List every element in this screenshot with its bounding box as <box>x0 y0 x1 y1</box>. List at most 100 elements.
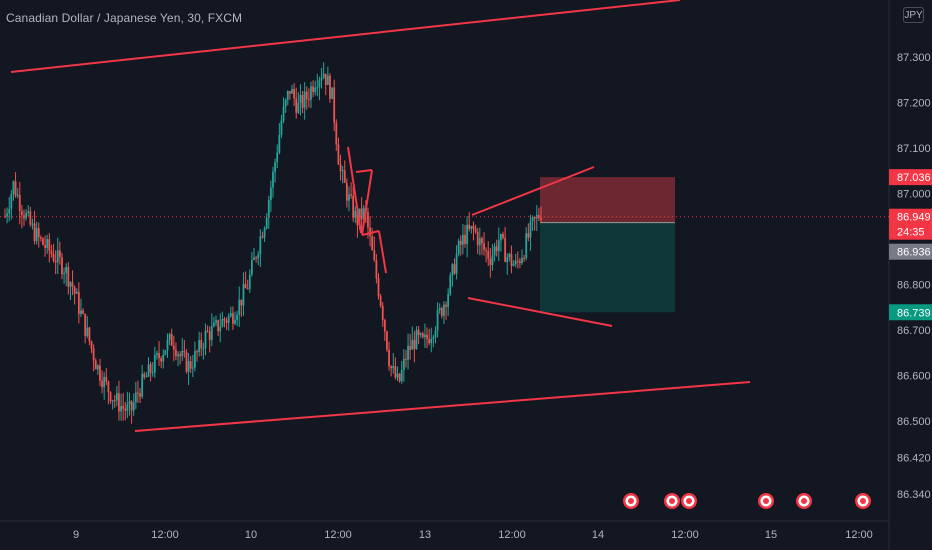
candle-body <box>478 238 481 246</box>
candle-body <box>339 164 342 172</box>
candle-body <box>132 402 135 411</box>
candle-body <box>527 233 530 238</box>
candle-body <box>139 393 141 397</box>
candle-body <box>377 278 380 297</box>
target-bottom-badge <box>889 304 932 321</box>
candle-body <box>14 181 17 196</box>
position-tool[interactable] <box>540 177 675 313</box>
candle-body <box>248 274 251 289</box>
candle-body <box>58 250 61 258</box>
candle-body <box>244 283 247 289</box>
target-bottom-label: 86.739 <box>897 307 931 319</box>
candle-body <box>320 77 323 80</box>
candle-body <box>314 87 317 92</box>
candle-body <box>326 75 329 85</box>
candle-body <box>280 120 283 135</box>
currency-badge[interactable]: JPY <box>903 7 924 23</box>
candle-body <box>160 358 163 362</box>
candle-body <box>236 314 239 321</box>
candle-body <box>299 95 302 103</box>
candle-body <box>485 249 488 251</box>
candle-body <box>518 261 521 263</box>
candle-body <box>31 223 34 225</box>
candle-body <box>166 339 169 351</box>
candle-body <box>111 400 114 402</box>
candle-body <box>449 275 452 294</box>
candle-body <box>493 246 496 256</box>
candle-body <box>318 79 321 88</box>
candle-body <box>86 327 89 337</box>
candle-body <box>84 313 87 337</box>
candle-body <box>432 337 435 339</box>
trendlines-layer[interactable] <box>10 0 751 432</box>
candle-body <box>151 372 154 374</box>
candle-body <box>451 264 454 276</box>
candle-body <box>483 243 485 250</box>
candle-body <box>101 380 103 388</box>
candle-body <box>77 291 80 314</box>
candle-body <box>73 287 76 294</box>
candle-body <box>274 162 277 172</box>
candle-body <box>362 207 365 220</box>
candle-body <box>42 238 44 245</box>
candle-body <box>419 333 422 336</box>
candle-body <box>489 258 492 265</box>
event-marker-dot <box>801 498 807 504</box>
countdown-label: 24:35 <box>897 227 925 239</box>
candle-body <box>113 400 116 402</box>
last-price-badge <box>889 208 932 225</box>
candle-body <box>105 376 108 382</box>
candle-body <box>407 345 409 360</box>
candle-body <box>99 365 101 381</box>
candle-body <box>143 373 146 377</box>
candle-body <box>141 373 144 397</box>
candle-body <box>232 313 234 324</box>
candle-body <box>335 122 338 145</box>
candle-body <box>523 257 526 259</box>
candle-body <box>90 341 93 349</box>
price-tick-label: 87.000 <box>897 189 931 201</box>
candle-body <box>69 282 72 287</box>
time-tick-label: 12:00 <box>498 529 526 541</box>
time-axis[interactable]: 9 12:00 10 12:00 13 12:00 14 12:00 15 12:00 <box>73 529 873 541</box>
candle-body <box>8 208 11 214</box>
time-tick-label: 12:00 <box>845 529 873 541</box>
candle-body <box>373 250 376 261</box>
candle-body <box>272 171 274 188</box>
price-axis[interactable]: 87.300 87.200 87.100 87.000 86.800 86.700 86.6… <box>897 52 931 501</box>
candle-body <box>381 305 384 321</box>
wave-line-e <box>378 230 387 274</box>
entry-label: 86.936 <box>897 247 931 259</box>
candle-body <box>455 253 458 274</box>
candle-body <box>88 327 91 342</box>
candle-body <box>227 316 230 323</box>
time-tick-label: 12:00 <box>671 529 699 541</box>
candle-body <box>172 345 175 350</box>
candle-body <box>46 239 49 248</box>
candle-body <box>206 330 209 332</box>
event-marker-dot <box>763 498 769 504</box>
candle-body <box>514 260 517 265</box>
candle-body <box>82 310 84 314</box>
candle-body <box>516 260 519 262</box>
candle-body <box>430 338 433 344</box>
candle-body <box>337 144 340 165</box>
candle-body <box>137 392 139 394</box>
event-markers[interactable] <box>623 493 871 509</box>
price-tick-label: 86.600 <box>897 371 931 383</box>
candle-body <box>120 406 122 412</box>
candle-body <box>122 406 125 409</box>
time-tick-label: 14 <box>592 529 604 541</box>
candle-body <box>147 364 150 377</box>
candle-body <box>392 366 395 369</box>
candle-body <box>506 257 509 262</box>
candle-body <box>388 349 390 367</box>
candle-body <box>225 320 228 323</box>
candle-body <box>257 254 260 259</box>
candle-body <box>246 288 249 290</box>
candle-body <box>310 86 312 100</box>
candle-body <box>10 194 13 209</box>
candle-body <box>394 366 397 378</box>
wave-line-d <box>361 230 380 236</box>
